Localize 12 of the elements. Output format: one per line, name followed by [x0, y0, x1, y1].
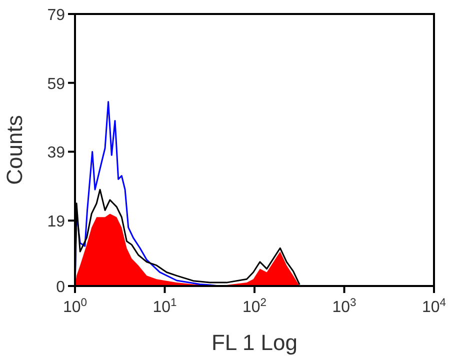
x-tick-label: 10$^{3}$ [332, 297, 356, 316]
x-tick-label: 10$^{1}$ [152, 297, 177, 316]
y-axis-title: Counts [2, 115, 27, 185]
x-tick-label: 10$^{0}$ [62, 297, 88, 316]
y-tick-label: 19 [47, 214, 66, 231]
x-tick-label: 10$^{4}$ [422, 297, 446, 316]
x-tick-label: 10$^{2}$ [242, 297, 267, 316]
y-tick-label: 79 [47, 7, 66, 24]
y-tick-label: 59 [47, 76, 66, 93]
x-axis-title: FL 1 Log [211, 330, 298, 355]
y-tick-label: 39 [47, 144, 66, 162]
y-tick-label: 0 [56, 279, 66, 296]
